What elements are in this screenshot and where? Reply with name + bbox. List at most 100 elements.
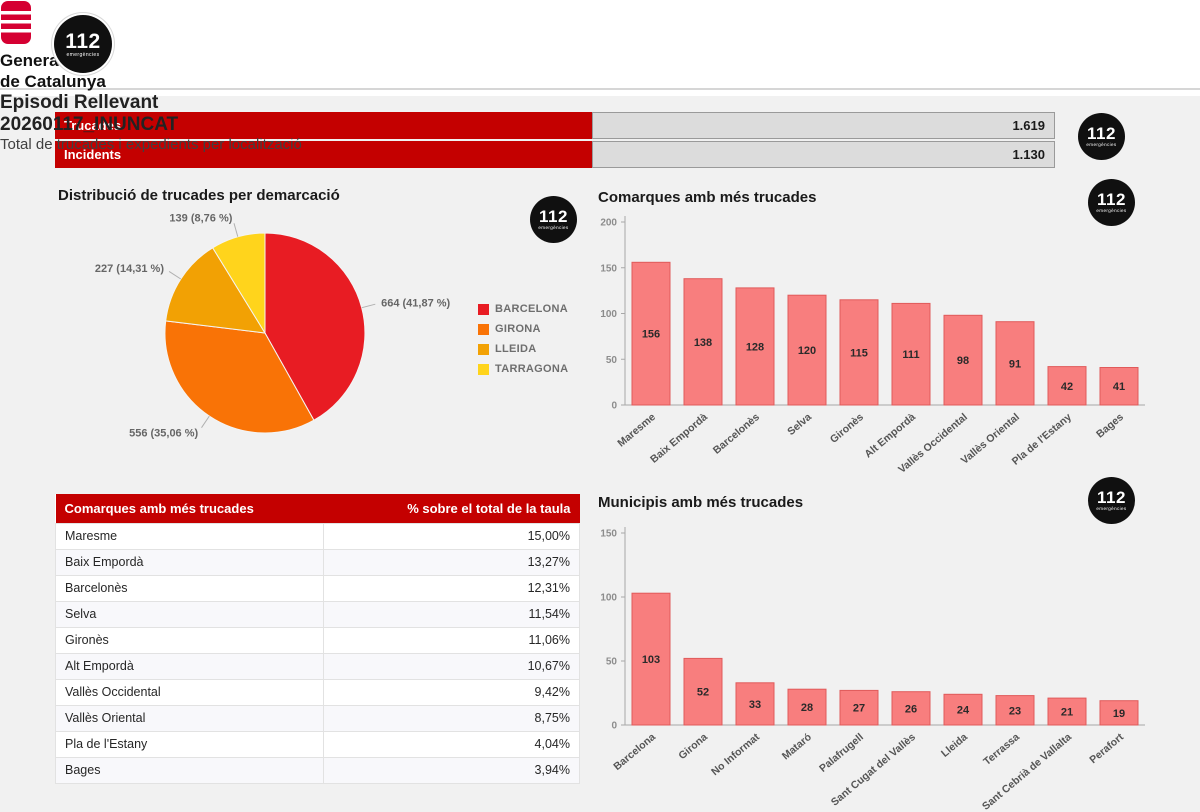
x-axis-category-label: Mataró: [780, 731, 814, 762]
112-emergencies-logo: 112 emergències: [1088, 477, 1135, 524]
table-row: Gironès 11,06%: [55, 626, 580, 654]
logo-number: 112: [1097, 190, 1126, 210]
bar: [683, 657, 723, 726]
comarques-bar-chart: 0 50 100 150 200 156 Maresme 138 Baix Empordà 128…: [600, 216, 1145, 476]
legend-item: LLEIDA: [478, 343, 568, 355]
logo-caption: emergències: [538, 225, 569, 231]
table-cell-percent: 4,04%: [323, 730, 580, 758]
bar: [787, 688, 827, 726]
generalitat-line1: Generalitat: [0, 51, 89, 70]
bar-value-label: 24: [957, 705, 970, 717]
table-cell-comarca: Vallès Occidental: [55, 678, 324, 706]
x-axis-category-label: Bages: [1094, 411, 1126, 441]
bar-value-label: 98: [957, 355, 969, 367]
bar: [1099, 700, 1139, 726]
bar-value-label: 23: [1009, 705, 1021, 717]
logo-caption: emergències: [1096, 506, 1127, 512]
112-emergencies-logo: 112 emergències: [54, 15, 112, 73]
pie-slice-girona: [164, 320, 315, 434]
x-axis-category-label: Gironès: [828, 411, 866, 446]
112-emergencies-logo: 112 emergències: [530, 196, 577, 243]
pie-data-label: 664 (41,87 %): [381, 298, 450, 310]
table-cell-comarca: Pla de l'Estany: [55, 730, 324, 758]
x-axis-category-label: Perafort: [1087, 731, 1126, 766]
bar-value-label: 156: [642, 329, 660, 341]
header: 112 emergències Generalitat de Catalunya…: [0, 0, 1200, 153]
bar-value-label: 33: [749, 699, 761, 711]
pie-data-label: 227 (14,31 %): [95, 263, 164, 275]
logo-number: 112: [1087, 124, 1116, 144]
x-axis-category-label: Sant Cugat del Vallès: [829, 731, 918, 809]
y-axis-tick-label: 150: [600, 263, 617, 274]
legend-item: BARCELONA: [478, 303, 568, 315]
bar: [735, 682, 775, 726]
episode-code: 20260117_INUNCAT: [0, 114, 179, 135]
bar: [995, 321, 1035, 406]
legend-label: LLEIDA: [495, 343, 537, 355]
legend-label: BARCELONA: [495, 303, 568, 315]
bar: [1099, 367, 1139, 406]
bar: [943, 693, 983, 726]
bar: [683, 278, 723, 406]
112-emergencies-logo: 112 emergències: [1088, 179, 1135, 226]
bar: [735, 287, 775, 406]
legend-color-swatch: [478, 343, 489, 355]
bar-value-label: 21: [1061, 707, 1073, 719]
x-axis-category-label: Palafrugell: [817, 731, 866, 775]
112-emergencies-logo: 112 emergències: [1078, 113, 1125, 160]
x-axis-category-label: Terrassa: [981, 731, 1022, 768]
x-axis-category-label: Barcelona: [611, 731, 658, 773]
bar-value-label: 41: [1113, 381, 1125, 393]
legend-item: GIRONA: [478, 323, 568, 335]
bar-value-label: 138: [694, 337, 712, 349]
y-axis-tick-label: 0: [611, 721, 617, 732]
bar: [787, 294, 827, 406]
x-axis-category-label: Selva: [785, 411, 814, 438]
bar-value-label: 120: [798, 345, 816, 357]
comarques-table-head: Comarques amb més trucades % sobre el to…: [55, 494, 580, 523]
bar: [839, 689, 879, 726]
table-cell-percent: 11,06%: [323, 626, 580, 654]
legend-color-swatch: [478, 303, 489, 315]
table-header-comarques: Comarques amb més trucades: [55, 494, 324, 523]
logo-caption: emergències: [1086, 142, 1117, 148]
pie-chart-title: Distribució de trucades per demarcació: [58, 187, 340, 204]
table-cell-percent: 15,00%: [323, 522, 580, 550]
pie-leader-line: [201, 415, 210, 428]
table-cell-comarca: Vallès Oriental: [55, 704, 324, 732]
summary-label-trucades: Trucades: [55, 112, 592, 139]
municipis-chart-title: Municipis amb més trucades: [598, 494, 804, 511]
table-cell-percent: 11,54%: [323, 600, 580, 628]
x-axis-category-label: Baix Empordà: [648, 411, 710, 466]
logo-number: 112: [1097, 488, 1126, 508]
bar-value-label: 27: [853, 703, 865, 715]
table-cell-percent: 8,75%: [323, 704, 580, 732]
y-axis-tick-label: 50: [606, 355, 618, 366]
table-cell-comarca: Barcelonès: [55, 574, 324, 602]
pie-leader-line: [168, 270, 182, 280]
table-row: Barcelonès 12,31%: [55, 574, 580, 602]
bar: [943, 314, 983, 406]
y-axis-tick-label: 200: [600, 218, 617, 229]
comarques-table-body: Maresme 15,00% Baix Empordà 13,27% Barcelonè…: [55, 522, 580, 784]
logo-caption: emergències: [66, 51, 100, 58]
summary-label-incidents: Incidents: [55, 141, 592, 168]
table-cell-comarca: Bages: [55, 756, 324, 784]
x-axis-category-label: Sant Cebrià de Vallalta: [980, 731, 1074, 812]
table-row: Vallès Oriental 8,75%: [55, 704, 580, 732]
legend-color-swatch: [478, 323, 489, 335]
bar: [631, 592, 671, 726]
table-header-percent: % sobre el total de la taula: [323, 494, 580, 523]
pie-legend: BARCELONA GIRONA LLEIDA TARRAGONA: [478, 303, 568, 383]
table-row: Selva 11,54%: [55, 600, 580, 628]
logo-number: 112: [65, 29, 101, 53]
x-axis-category-label: Alt Empordà: [862, 411, 918, 460]
x-axis-category-label: Girona: [676, 731, 710, 762]
comarques-table: Comarques amb més trucades % sobre el to…: [55, 494, 580, 784]
y-axis-tick-label: 50: [606, 657, 618, 668]
legend-color-swatch: [478, 363, 489, 375]
bar: [995, 695, 1035, 726]
pie-slice-barcelona: [264, 232, 366, 421]
bar-value-label: 52: [697, 687, 709, 699]
